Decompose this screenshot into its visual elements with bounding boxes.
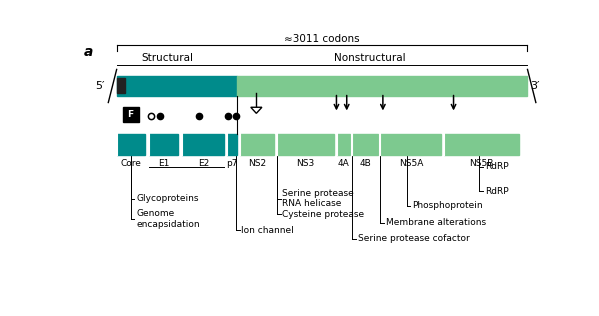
Bar [117,76,237,96]
Text: RdRP: RdRP [485,162,509,171]
Text: Genome
encapsidation: Genome encapsidation [136,210,200,229]
Bar [182,134,224,155]
Text: Membrane alterations: Membrane alterations [386,218,486,227]
Text: Ion channel: Ion channel [241,226,294,235]
Bar [380,134,441,155]
Text: NS5B: NS5B [470,159,494,168]
Text: Structural: Structural [142,53,193,64]
Text: E2: E2 [198,159,209,168]
Text: Serine protease cofactor: Serine protease cofactor [358,234,470,243]
Text: Nonstructural: Nonstructural [334,53,406,64]
Text: Core: Core [120,159,141,168]
Text: Phosphoprotein: Phosphoprotein [412,201,483,210]
Polygon shape [251,107,262,113]
Bar [117,78,125,93]
Text: E1: E1 [158,159,169,168]
Text: Glycoproteins: Glycoproteins [136,194,199,203]
Text: 3′: 3′ [530,81,539,91]
Text: RdRP: RdRP [485,187,509,196]
Bar [237,76,528,96]
Text: NS2: NS2 [248,159,266,168]
Bar [117,134,144,155]
Text: 4B: 4B [359,159,371,168]
Bar [444,134,519,155]
Bar [123,107,138,122]
Bar [352,134,377,155]
Bar [149,134,179,155]
Text: NS3: NS3 [297,159,314,168]
Bar [240,134,274,155]
Bar [337,134,350,155]
Text: 4A: 4A [338,159,349,168]
Bar [277,134,334,155]
Text: 5′: 5′ [96,81,105,91]
Text: Cysteine protease: Cysteine protease [283,210,365,219]
Bar [227,134,237,155]
Text: ≈3011 codons: ≈3011 codons [285,34,360,44]
Text: a: a [84,45,93,59]
Text: Serine protease
RNA helicase: Serine protease RNA helicase [283,189,354,208]
Text: F: F [128,110,134,119]
Text: NS5A: NS5A [398,159,423,168]
Text: p7: p7 [226,159,238,168]
